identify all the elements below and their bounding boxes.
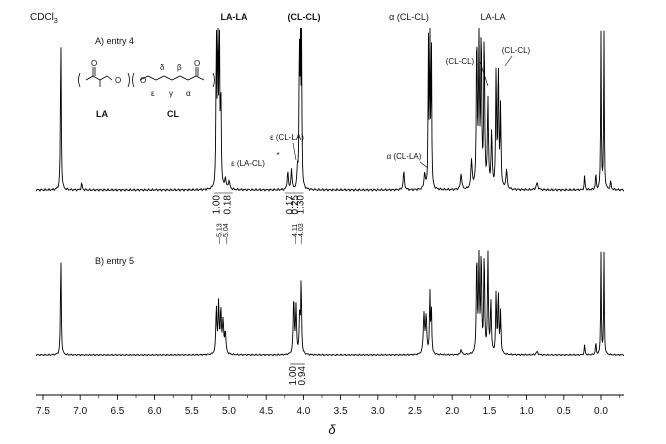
annot-eps-cl-la: ε (CL-LA) (270, 133, 304, 142)
annot-cl-cl-16: (CL-CL) (446, 57, 475, 66)
integral-value: 1.30 (295, 195, 306, 215)
x-axis-ticks: 7.5 7.0 6.5 6.0 5.5 5.0 4.5 4.0 3.5 3.0 2.5 2.0 1.5 1… (36, 395, 620, 417)
x-tick-label: 3.0 (371, 406, 385, 417)
leader-line (292, 142, 297, 161)
leader-line (504, 55, 513, 67)
x-tick-label: 2.5 (408, 406, 422, 417)
x-tick-label: 3.5 (334, 406, 348, 417)
x-tick-label: 0.0 (594, 406, 608, 417)
integral-value: 1.00 (211, 195, 222, 215)
peak-shift-label: —5.13 (216, 223, 223, 244)
x-tick-label: 5.0 (222, 406, 236, 417)
x-axis-label: δ (328, 422, 336, 437)
label-delta: δ (160, 63, 165, 72)
x-tick-label: 5.5 (185, 406, 199, 417)
annot-la-la-14: LA-LA (480, 12, 505, 22)
peak-shift-label: —5.04 (223, 223, 230, 244)
annot-alpha-cl-cl: α (CL-CL) (389, 12, 429, 22)
x-tick-label: 2.0 (445, 406, 459, 417)
x-tick-label: 4.0 (296, 406, 310, 417)
structure-label-cl: CL (167, 109, 179, 119)
annot-alpha-cl-la: α (CL-LA) (387, 152, 422, 161)
integrals-panel-a: 1.00 0.18 0.170.251.30 (211, 192, 306, 215)
annot-eps-la-cl: ε (LA-CL) (231, 159, 265, 168)
x-tick-label: 7.5 (36, 406, 50, 417)
structure-atom-labels: O O O O ε δ γ β α (91, 59, 200, 98)
annot-cl-cl-main: (CL-CL) (288, 12, 321, 22)
leader-line (479, 61, 489, 87)
atom-o: O (91, 59, 97, 68)
x-tick-label: 1.5 (482, 406, 496, 417)
x-tick-label: 1.0 (520, 406, 534, 417)
annot-cl-cl-13: (CL-CL) (502, 46, 531, 55)
annot-la-la-main: LA-LA (221, 12, 248, 22)
peak-shift-label: —4.03 (298, 223, 305, 244)
spectrum-b-line (35, 249, 624, 357)
polymer-structure-diagram (78, 67, 215, 88)
atom-o: O (115, 76, 121, 85)
label-epsilon: ε (151, 89, 155, 98)
structure-label-la: LA (96, 109, 108, 119)
integral-value: 1.00 (288, 366, 299, 386)
x-tick-label: 6.0 (148, 406, 162, 417)
x-tick-label: 0.5 (557, 406, 571, 417)
integrals-panel-b: 1.000.94 (288, 363, 308, 386)
atom-o: O (140, 76, 146, 85)
annotation-arrows (292, 55, 513, 169)
integral-value: 0.17 (285, 195, 296, 215)
label-gamma: γ (169, 89, 173, 98)
label-beta: β (177, 63, 182, 72)
integral-value: 0.18 (223, 195, 234, 215)
panel-a-title: A) entry 4 (95, 36, 134, 46)
annot-star: * (276, 151, 279, 160)
label-alpha: α (186, 89, 191, 98)
integral-value: 0.25 (290, 195, 301, 215)
x-tick-label: 7.0 (73, 406, 87, 417)
x-tick-label: 6.5 (110, 406, 124, 417)
peak-shift-label: —4.11 (292, 224, 299, 244)
spectrum-a-line (35, 27, 624, 192)
peak-labels-panel-b: —5.13 —5.04 —4.11—4.03 (216, 223, 305, 244)
x-tick-label: 4.5 (259, 406, 273, 417)
leader-line (419, 161, 429, 169)
solvent-label: CDCl3 (30, 12, 58, 25)
integral-value: 0.94 (297, 366, 308, 386)
panel-b-title: B) entry 5 (95, 256, 134, 266)
atom-o: O (194, 59, 200, 68)
